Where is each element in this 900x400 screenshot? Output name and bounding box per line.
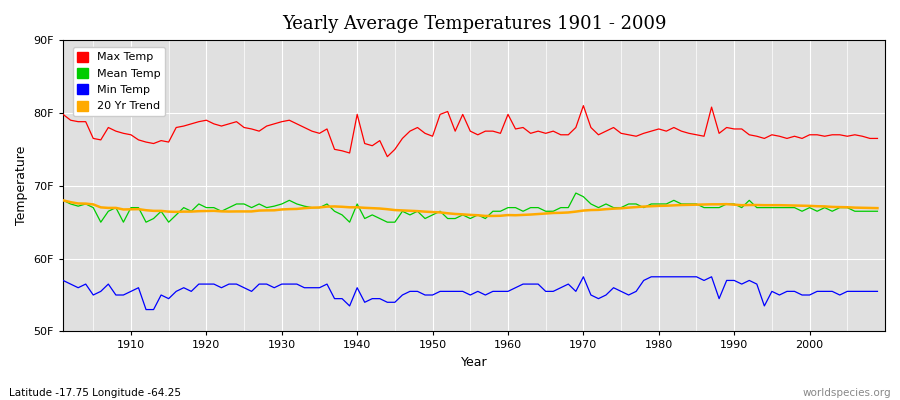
Y-axis label: Temperature: Temperature (15, 146, 28, 226)
Text: worldspecies.org: worldspecies.org (803, 388, 891, 398)
Title: Yearly Average Temperatures 1901 - 2009: Yearly Average Temperatures 1901 - 2009 (282, 15, 666, 33)
Legend: Max Temp, Mean Temp, Min Temp, 20 Yr Trend: Max Temp, Mean Temp, Min Temp, 20 Yr Tre… (73, 47, 166, 116)
Text: Latitude -17.75 Longitude -64.25: Latitude -17.75 Longitude -64.25 (9, 388, 181, 398)
X-axis label: Year: Year (461, 356, 488, 369)
